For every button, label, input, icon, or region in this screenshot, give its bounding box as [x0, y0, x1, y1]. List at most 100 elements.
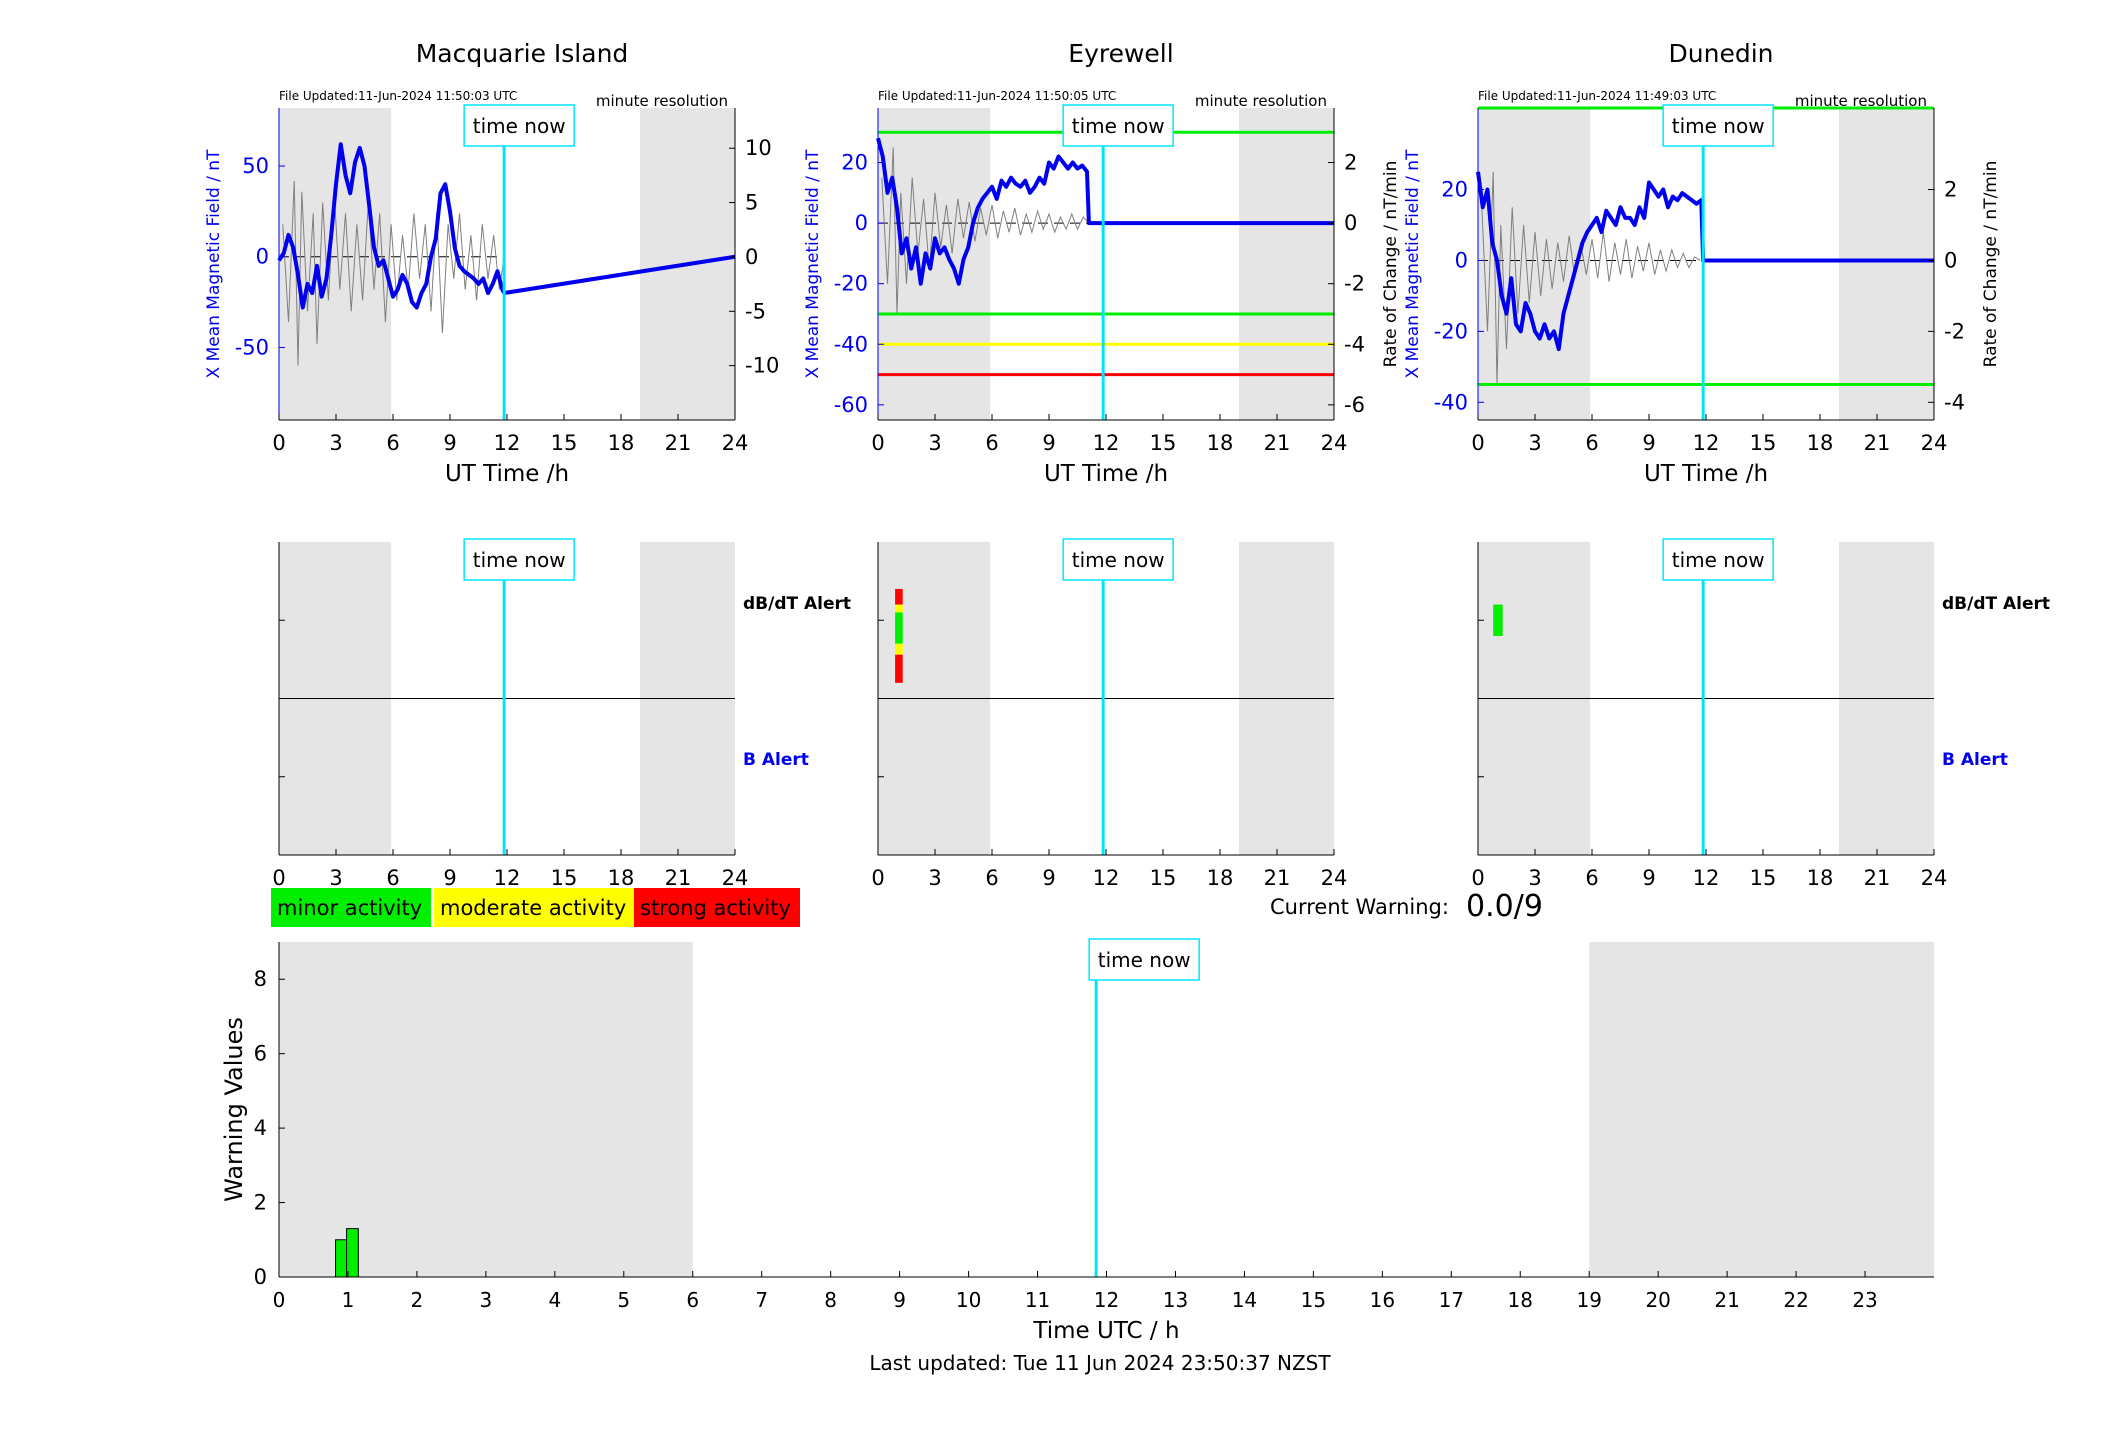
- dbdt-alert-mark: [1493, 604, 1503, 636]
- y-tick-label: 50: [242, 154, 269, 178]
- field-line: [277, 142, 736, 310]
- time-now-label: time now: [1072, 114, 1165, 138]
- y-tick-label: 0: [256, 245, 269, 269]
- x-tick-label: 18: [608, 866, 635, 890]
- x-tick-label: 13: [1163, 1288, 1188, 1312]
- alert-panel-macquarie: time now 0 3 6 9 12 15 18 21 24 dB/dT Alert B Alert: [272, 538, 851, 890]
- resolution-label: minute resolution: [1195, 92, 1327, 110]
- y-tick-label: 2: [254, 1191, 267, 1215]
- x-tick-label: 9: [443, 866, 456, 890]
- y2-tick-label: 0: [1344, 211, 1357, 235]
- x-tick-label: 0: [272, 431, 285, 455]
- time-now-label: time now: [473, 114, 566, 138]
- y-tick-label: 8: [254, 967, 267, 991]
- current-warning-label: Current Warning:: [1270, 895, 1449, 919]
- x-tick-label: 0: [272, 866, 285, 890]
- y-tick-label: -40: [1434, 390, 1468, 414]
- warning-bar: [335, 1239, 348, 1278]
- x-tick-label: 8: [824, 1288, 837, 1312]
- x-axis-label: UT Time /h: [1044, 461, 1168, 487]
- resolution-label: minute resolution: [596, 92, 728, 110]
- x-tick-label: 6: [386, 431, 399, 455]
- y2-tick-label: 5: [745, 191, 758, 215]
- dbdt-alert-mark: [895, 612, 903, 644]
- y2-axis-label: Rate of Change / nT/min: [1381, 161, 1401, 368]
- y-tick-label: -20: [1434, 319, 1468, 343]
- x-axis-label: Time UTC / h: [1032, 1318, 1179, 1344]
- dbdt-alert-mark: [895, 604, 903, 613]
- x-tick-label: 17: [1439, 1288, 1464, 1312]
- y-tick-label: -20: [834, 272, 868, 296]
- x-tick-label: 12: [494, 431, 521, 455]
- y-tick-label: 0: [254, 1265, 267, 1289]
- time-now-label: time now: [1072, 548, 1165, 572]
- file-updated: File Updated:11-Jun-2024 11:49:03 UTC: [1478, 89, 1716, 103]
- x-tick-label: 19: [1576, 1288, 1601, 1312]
- y2-tick-label: 2: [1944, 178, 1957, 202]
- legend-swatch: [634, 888, 800, 927]
- y-tick-label: 0: [1455, 248, 1468, 272]
- station-title: Macquarie Island: [416, 39, 629, 68]
- x-tick-label: 0: [1471, 431, 1484, 455]
- y-axis-label: X Mean Magnetic Field / nT: [204, 149, 224, 379]
- x-tick-label: 6: [985, 866, 998, 890]
- y-tick-label: -50: [235, 335, 269, 359]
- x-tick-label: 18: [608, 431, 635, 455]
- file-updated: File Updated:11-Jun-2024 11:50:03 UTC: [279, 89, 517, 103]
- x-tick-label: 20: [1645, 1288, 1670, 1312]
- x-tick-label: 4: [548, 1288, 561, 1312]
- x-axis-label: UT Time /h: [1644, 461, 1768, 487]
- x-tick-label: 12: [1693, 431, 1720, 455]
- y2-tick-label: -10: [745, 354, 779, 378]
- x-tick-label: 3: [329, 431, 342, 455]
- x-tick-label: 15: [551, 431, 578, 455]
- x-tick-label: 6: [985, 431, 998, 455]
- x-tick-label: 16: [1370, 1288, 1395, 1312]
- station-title: Dunedin: [1669, 39, 1774, 68]
- file-updated: File Updated:11-Jun-2024 11:50:05 UTC: [878, 89, 1116, 103]
- dbdt-alert-mark: [895, 643, 903, 655]
- x-tick-label: 24: [722, 431, 749, 455]
- x-tick-label: 0: [871, 866, 884, 890]
- y-tick-label: 20: [1441, 178, 1468, 202]
- x-tick-label: 21: [1864, 866, 1891, 890]
- x-tick-label: 11: [1025, 1288, 1050, 1312]
- y2-tick-label: 0: [745, 245, 758, 269]
- x-tick-label: 9: [1042, 431, 1055, 455]
- night-shade: [1239, 108, 1334, 420]
- x-tick-label: 6: [386, 866, 399, 890]
- y-tick-label: 4: [254, 1116, 267, 1140]
- time-now-label: time now: [1098, 948, 1191, 972]
- x-tick-label: 21: [1264, 431, 1291, 455]
- rate-of-change-line: [881, 147, 1090, 314]
- x-tick-label: 24: [1321, 431, 1348, 455]
- x-tick-label: 24: [1921, 431, 1948, 455]
- y-axis-label: X Mean Magnetic Field / nT: [803, 149, 823, 379]
- x-tick-label: 3: [1528, 866, 1541, 890]
- current-warning-value: 0.0/9: [1466, 889, 1543, 924]
- x-tick-label: 6: [1585, 431, 1598, 455]
- night-shade: [1589, 942, 1934, 1277]
- x-tick-label: 0: [273, 1288, 286, 1312]
- x-tick-label: 15: [1150, 866, 1177, 890]
- x-tick-label: 9: [443, 431, 456, 455]
- x-tick-label: 18: [1207, 431, 1234, 455]
- alert-panel-eyrewell: time now 0 3 6 9 12 15 18 21 24: [871, 538, 1347, 890]
- x-tick-label: 3: [480, 1288, 493, 1312]
- x-tick-label: 3: [329, 866, 342, 890]
- time-now-label: time now: [1672, 114, 1765, 138]
- x-tick-label: 9: [1642, 866, 1655, 890]
- time-now-box: [1662, 104, 1774, 147]
- x-tick-label: 21: [665, 866, 692, 890]
- x-tick-label: 21: [1714, 1288, 1739, 1312]
- x-tick-label: 0: [871, 431, 884, 455]
- legend-swatch: [271, 888, 431, 927]
- dbdt-alert-label: dB/dT Alert: [743, 594, 851, 614]
- dbdt-alert-label: dB/dT Alert: [1942, 594, 2050, 614]
- night-shade: [1839, 108, 1934, 420]
- x-tick-label: 9: [1042, 866, 1055, 890]
- x-tick-label: 18: [1807, 866, 1834, 890]
- field-line: [1476, 171, 1934, 352]
- x-tick-label: 12: [494, 866, 521, 890]
